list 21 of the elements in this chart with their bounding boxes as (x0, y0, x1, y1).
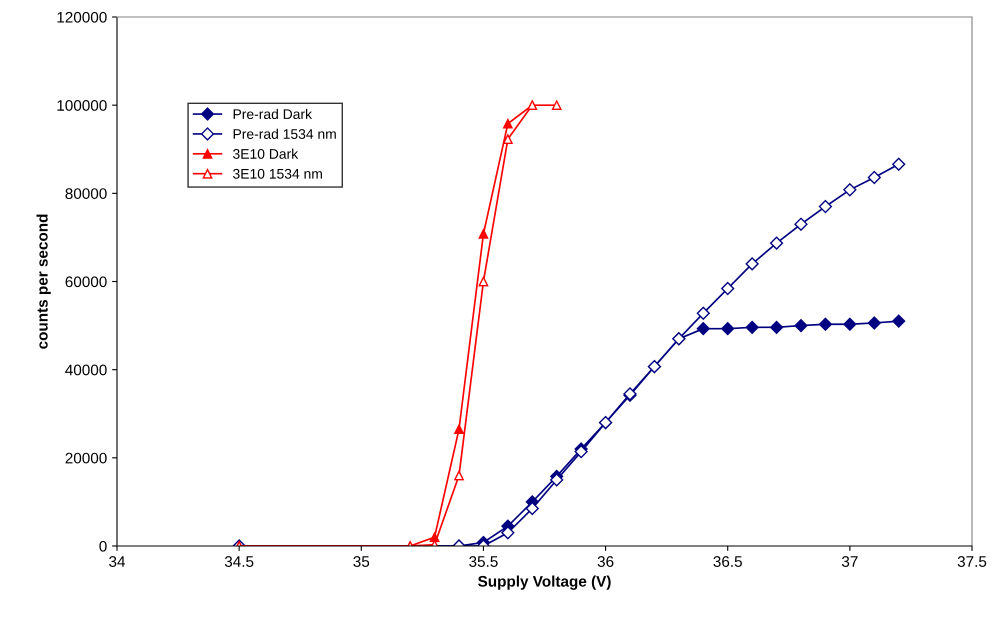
x-tick-label: 36 (598, 556, 614, 567)
legend-label: Pre-rad Dark (234, 108, 312, 120)
x-tick-label: 34.5 (224, 556, 254, 567)
y-tick-label: 100000 (57, 100, 107, 111)
x-tick-label: 36.5 (713, 556, 742, 567)
y-tick-label: 40000 (65, 364, 107, 376)
y-tick-label: 0 (99, 540, 107, 552)
x-axis-title: Supply Voltage (V) (478, 576, 611, 590)
x-tick-label: 34 (109, 556, 126, 567)
x-tick-label: 35.5 (469, 556, 498, 567)
x-tick-label: 37.5 (958, 556, 986, 567)
y-tick-label: 80000 (65, 188, 107, 200)
y-tick-label: 120000 (57, 12, 107, 23)
x-tick-label: 37 (842, 556, 858, 567)
legend-label: Pre-rad 1534 nm (234, 128, 336, 139)
legend-label: 3E10 Dark (233, 148, 298, 159)
y-tick-label: 20000 (66, 452, 107, 464)
x-tick-label: 35 (353, 556, 370, 567)
legend-label: 3E10 1534 nm (233, 168, 322, 179)
y-axis-title: counts per second (36, 214, 51, 349)
y-tick-label: 60000 (66, 276, 107, 288)
